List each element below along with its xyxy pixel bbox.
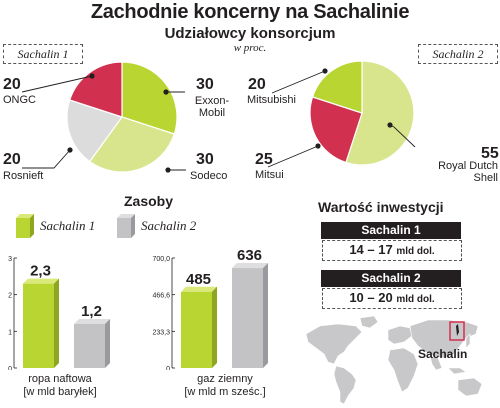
- investment-s2-range: 10 – 20: [349, 290, 393, 305]
- pie1-label-ongc: ONGC: [3, 94, 36, 106]
- pie1-slice-1: [88, 116, 176, 173]
- oil-bar-1-side: [105, 319, 110, 368]
- bar-chart-gas: 0 233,3 466,6 700,0 485 636: [152, 247, 268, 370]
- sachalin-island-shape: [456, 324, 459, 336]
- investment-title: Wartość inwestycji: [318, 199, 444, 215]
- gas-bar-1: [232, 268, 263, 368]
- leader-line-0: [21, 75, 93, 93]
- gas-tick-label-3: 700,0: [152, 256, 170, 263]
- oil-bar-1: [74, 324, 105, 368]
- leader-dot-3: [165, 167, 171, 173]
- oil-tick-label-2: 2: [8, 293, 12, 300]
- map-africa: [387, 347, 419, 393]
- bar-chart-oil: 0 1 2 3 2,3 1,2: [8, 256, 110, 370]
- pie1-slice-0: [121, 61, 178, 135]
- pie-sachalin1: [66, 61, 178, 173]
- gas-bar-1-top: [232, 263, 268, 269]
- pie-charts: [21, 60, 416, 173]
- pie2-slice-2: [311, 60, 363, 114]
- map-australia: [457, 377, 483, 397]
- gas-bar-0-top: [181, 286, 217, 292]
- oil-tick-label-0: 0: [8, 366, 12, 370]
- pie1-label-sodeco: Sodeco: [190, 170, 228, 182]
- investment-s1-header: Sachalin 1: [321, 222, 461, 239]
- pie1-value-sodeco: 30: [196, 151, 214, 168]
- map-south-asia: [429, 355, 443, 371]
- investment-s1-value: 14 – 17 mld dol.: [322, 240, 462, 261]
- investment-s1-range: 14 – 17: [349, 242, 393, 257]
- bar2-category: gaz ziemny [w mld m sześc.]: [184, 373, 266, 398]
- leader-line-4: [271, 70, 326, 94]
- oil-tick-label-1: 1: [8, 329, 12, 336]
- investment-s2-unit: mld dol.: [396, 294, 435, 305]
- map-south-america: [333, 365, 357, 405]
- resources-title: Zasoby: [124, 193, 174, 209]
- oil-bar-0-top: [23, 278, 59, 284]
- leader-dot-0: [89, 73, 95, 79]
- sachalin-highlight-box: [449, 321, 465, 341]
- pie1-slice-3: [68, 61, 123, 118]
- subtitle: Udziałowcy konsorcjum: [164, 25, 336, 42]
- map-japan: [465, 333, 471, 349]
- gas-bar-0: [181, 291, 212, 368]
- oil-bar-0: [23, 283, 54, 368]
- bar-charts: 0 1 2 3 2,3 1,2 0 233,3 466,6 700,0 485 636: [8, 247, 268, 370]
- pie1-value-ongc: 20: [3, 76, 21, 93]
- pie2-slice-0: [345, 60, 415, 166]
- map-europe: [387, 325, 413, 345]
- leader-dot-1: [163, 89, 169, 95]
- legend-label-s1: Sachalin 1: [40, 218, 96, 233]
- leader-line-5: [267, 145, 319, 168]
- oil-bar-0-label: 2,3: [30, 263, 51, 280]
- oil-bar-0-side: [54, 278, 59, 368]
- leader-dot-2: [67, 147, 73, 153]
- legend-swatch-s2: [117, 214, 135, 238]
- oil-bar-1-label: 1,2: [81, 303, 102, 320]
- pie2-value-mitsubishi: 20: [248, 76, 266, 93]
- world-map: [305, 315, 483, 405]
- sachalin2-box: Sachalin 2: [418, 44, 498, 64]
- investment-s2-header: Sachalin 2: [321, 270, 461, 287]
- unit-label: w proc.: [233, 42, 267, 54]
- map-indonesia: [447, 367, 467, 375]
- pie2-label-mitsubishi: Mitsubishi: [247, 94, 296, 106]
- sachalin1-box: Sachalin 1: [3, 44, 83, 64]
- gas-tick-label-0: 0: [166, 366, 170, 370]
- gas-bar-1-side: [263, 263, 268, 368]
- pie2-value-shell: 55: [481, 145, 499, 162]
- pie1-value-rosnieft: 20: [3, 151, 21, 168]
- pie1-slice-2: [66, 99, 123, 163]
- map-greenland: [359, 315, 379, 329]
- pie2-label-shell: Royal Dutch Shell: [438, 160, 498, 184]
- leader-line-2: [22, 149, 71, 169]
- pie2-slice-1: [309, 96, 363, 164]
- oil-tick-label-3: 3: [8, 256, 12, 263]
- leader-dot-5: [315, 143, 321, 149]
- map-label-sachalin: Sachalin: [418, 347, 468, 361]
- gas-bar-1-label: 636: [237, 247, 262, 264]
- pie2-label-mitsui: Mitsui: [255, 169, 284, 181]
- map-asia: [409, 319, 479, 359]
- legend-swatch-s1: [16, 214, 34, 238]
- leader-dot-4: [322, 68, 328, 74]
- leader-dot-6: [387, 122, 393, 128]
- gas-tick-label-1: 233,3: [152, 329, 170, 336]
- pie-sachalin2: [309, 60, 415, 166]
- pie-leader-lines: [21, 68, 416, 173]
- gas-bar-0-side: [212, 286, 217, 368]
- main-title: Zachodnie koncerny na Sachalinie: [90, 1, 410, 23]
- gas-bar-0-label: 485: [186, 271, 211, 288]
- map-north-america: [305, 323, 363, 365]
- investment-s2-value: 10 – 20 mld dol.: [322, 288, 462, 309]
- investment-s1-unit: mld dol.: [396, 246, 435, 257]
- pie1-label-exxon: Exxon- Mobil: [194, 95, 230, 119]
- pie1-value-exxon: 30: [196, 76, 214, 93]
- gas-tick-label-2: 466,6: [152, 293, 170, 300]
- bar1-category: ropa naftowa [w mld baryłek]: [23, 373, 97, 398]
- pie1-label-rosnieft: Rosnieft: [3, 170, 44, 182]
- legend-label-s2: Sachalin 2: [141, 218, 197, 233]
- oil-bar-1-top: [74, 319, 110, 324]
- pie2-value-mitsui: 25: [255, 151, 273, 168]
